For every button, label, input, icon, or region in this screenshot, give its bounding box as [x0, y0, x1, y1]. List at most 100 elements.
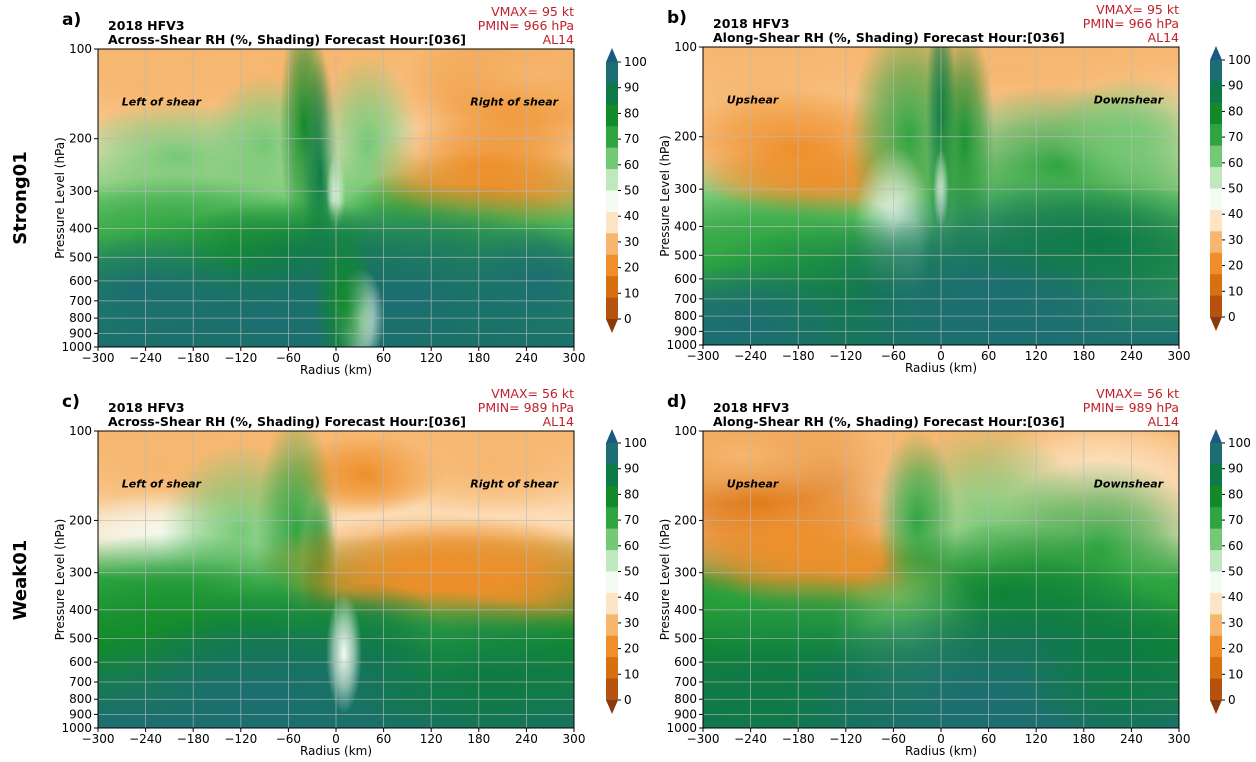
colorbar-tick-label: 0 — [624, 693, 632, 707]
info-line: VMAX= 95 kt — [491, 4, 574, 19]
colorbar-segment — [1210, 274, 1222, 297]
colorbar-segment — [1210, 167, 1222, 190]
x-tick-label: −60 — [276, 351, 301, 365]
title-line-2: Across-Shear RH (%, Shading) Forecast Ho… — [108, 414, 466, 429]
colorbar-arrow-top — [1210, 429, 1222, 443]
colorbar-tick-label: 30 — [1228, 616, 1243, 630]
y-tick-label: 200 — [69, 132, 92, 146]
colorbar-tick-label: 40 — [1228, 590, 1243, 604]
panel-label: d) — [667, 392, 687, 412]
x-tick-label: 120 — [1025, 732, 1048, 746]
colorbar-segment — [606, 297, 618, 320]
x-tick-label: 0 — [332, 351, 340, 365]
x-tick-label: 0 — [937, 732, 945, 746]
colorbar-tick-label: 70 — [1228, 130, 1243, 144]
colorbar-tick-label: 30 — [624, 235, 639, 249]
x-tick-label: 60 — [376, 732, 391, 746]
colorbar-segment — [1210, 145, 1222, 168]
y-tick-label: 900 — [69, 326, 92, 340]
x-tick-label: 240 — [1120, 732, 1143, 746]
colorbar-segment — [606, 657, 618, 680]
annotation-right: Right of shear — [470, 96, 558, 109]
colorbar-tick-label: 0 — [1228, 310, 1236, 324]
x-axis-label: Radius (km) — [300, 363, 372, 377]
colorbar-segment — [1210, 231, 1222, 254]
y-axis-label: Pressure Level (hPa) — [53, 519, 67, 641]
x-tick-label: −240 — [734, 732, 767, 746]
y-tick-label: 200 — [69, 513, 92, 527]
colorbar-segment — [1210, 657, 1222, 680]
row-label-strong: Strong01 — [10, 151, 31, 245]
shading-blob — [313, 220, 374, 347]
colorbar: 0 10 20 30 40 50 60 70 80 90 100 — [606, 48, 647, 333]
colorbar-segment — [606, 571, 618, 594]
x-tick-label: −180 — [177, 351, 210, 365]
y-tick-label: 300 — [69, 184, 92, 198]
colorbar-segment — [606, 211, 618, 234]
colorbar-segment — [606, 464, 618, 487]
colorbar-arrow-top — [1210, 46, 1222, 60]
colorbar-segment — [1210, 81, 1222, 104]
shading-blob — [364, 431, 574, 515]
shading-blob — [830, 259, 1131, 345]
grid — [97, 48, 575, 348]
colorbar-segment — [1210, 188, 1222, 211]
title-line-2: Along-Shear RH (%, Shading) Forecast Hou… — [713, 30, 1065, 45]
shading-blob — [703, 431, 863, 505]
panel-4: −300 −240 −180 −120 −60 0 60 120 180 240 300100200… — [658, 386, 1251, 758]
y-tick-label: 100 — [69, 424, 92, 438]
y-tick-label: 1000 — [666, 721, 697, 735]
colorbar-segment — [606, 550, 618, 573]
info-line: VMAX= 56 kt — [491, 386, 574, 401]
colorbar-tick-label: 30 — [624, 616, 639, 630]
shading-blob — [354, 602, 574, 728]
x-tick-label: −120 — [224, 351, 257, 365]
x-tick-label: −60 — [881, 349, 906, 363]
y-axis-label: Pressure Level (hPa) — [53, 137, 67, 259]
colorbar-segment — [1210, 60, 1222, 83]
colorbar-tick-label: 40 — [624, 590, 639, 604]
y-tick-label: 800 — [674, 692, 697, 706]
y-tick-label: 400 — [69, 603, 92, 617]
colorbar-tick-label: 60 — [624, 158, 639, 172]
info-line: PMIN= 989 hPa — [1083, 400, 1179, 415]
colorbar-tick-label: 50 — [624, 565, 639, 579]
colorbar-segment — [606, 147, 618, 170]
x-tick-label: −300 — [687, 732, 720, 746]
x-tick-label: 240 — [1120, 349, 1143, 363]
y-tick-label: 300 — [69, 566, 92, 580]
colorbar-tick-label: 100 — [1228, 53, 1251, 67]
y-tick-label: 400 — [674, 219, 697, 233]
colorbar-tick-label: 90 — [624, 462, 639, 476]
x-tick-label: 60 — [981, 732, 996, 746]
shading — [703, 47, 1179, 345]
x-tick-label: −240 — [129, 732, 162, 746]
annotation-right: Right of shear — [470, 478, 558, 491]
y-tick-label: 300 — [674, 182, 697, 196]
colorbar-tick-label: 80 — [1228, 487, 1243, 501]
colorbar-tick-label: 20 — [1228, 259, 1243, 273]
row-label-weak: Weak01 — [10, 540, 31, 621]
x-tick-label: −180 — [782, 349, 815, 363]
colorbar-tick-label: 0 — [1228, 693, 1236, 707]
colorbar-arrow-bottom — [1210, 700, 1222, 714]
colorbar-segment — [1210, 614, 1222, 637]
y-tick-label: 500 — [674, 248, 697, 262]
y-tick-label: 1000 — [666, 338, 697, 352]
shading-blob — [703, 263, 863, 345]
panel-2: −300 −240 −180 −120 −60 0 60 120 180 240 300100200… — [658, 2, 1251, 375]
x-tick-label: −120 — [829, 349, 862, 363]
x-tick-label: −300 — [687, 349, 720, 363]
x-tick-label: 180 — [1072, 732, 1095, 746]
colorbar-segment — [1210, 209, 1222, 232]
annotation-left: Left of shear — [122, 96, 202, 109]
colorbar-segment — [606, 614, 618, 637]
y-tick-label: 600 — [674, 272, 697, 286]
y-tick-label: 300 — [674, 566, 697, 580]
shading-blob — [703, 658, 843, 728]
colorbar: 0 10 20 30 40 50 60 70 80 90 100 — [1210, 429, 1251, 714]
colorbar-segment — [1210, 485, 1222, 508]
colorbar-segment — [1210, 443, 1222, 466]
y-axis-label: Pressure Level (hPa) — [658, 519, 672, 641]
